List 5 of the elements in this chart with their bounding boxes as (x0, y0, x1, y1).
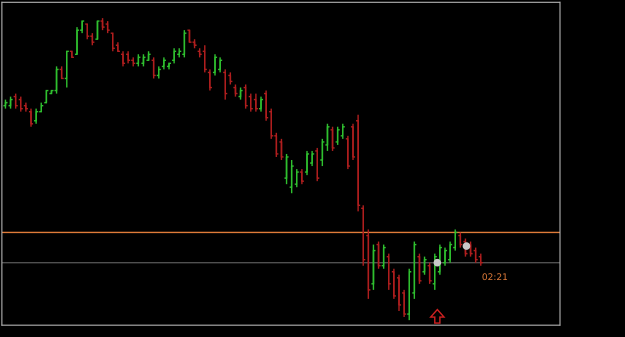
candlestick (186, 29, 192, 43)
candlestick (69, 50, 75, 58)
annotation: 02:21 (482, 273, 508, 280)
candlestick (44, 90, 50, 104)
candlestick (94, 20, 100, 40)
